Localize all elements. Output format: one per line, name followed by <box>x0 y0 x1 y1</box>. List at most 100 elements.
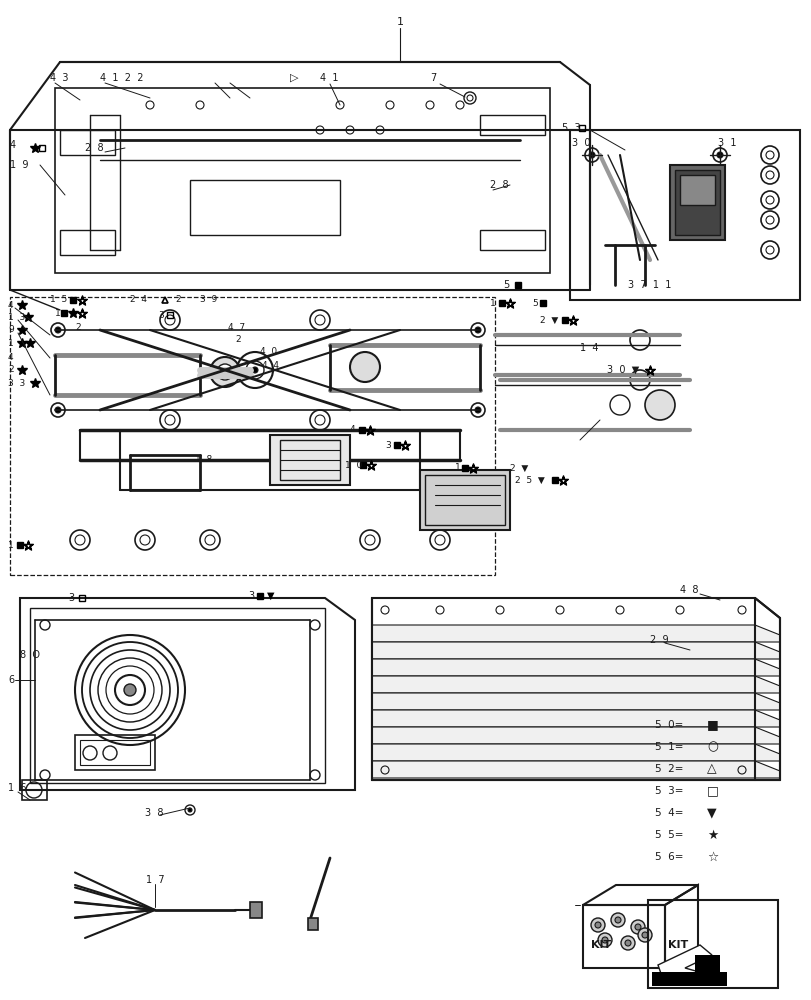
Bar <box>419 470 509 530</box>
Polygon shape <box>371 693 779 710</box>
Text: ☆: ☆ <box>706 850 718 863</box>
Text: 6: 6 <box>8 675 14 685</box>
Bar <box>651 972 726 986</box>
Text: 4: 4 <box>8 300 14 310</box>
Text: 1: 1 <box>454 464 460 473</box>
Text: 3  0: 3 0 <box>571 138 590 148</box>
Circle shape <box>610 913 624 927</box>
Text: 1: 1 <box>55 308 61 318</box>
Circle shape <box>588 152 594 158</box>
Bar <box>479 230 544 250</box>
Circle shape <box>642 932 647 938</box>
Text: 3  3: 3 3 <box>8 378 25 387</box>
Circle shape <box>765 171 773 179</box>
Text: □: □ <box>706 784 718 797</box>
Circle shape <box>601 937 607 943</box>
Text: 5  1=: 5 1= <box>654 742 683 752</box>
Circle shape <box>55 327 61 333</box>
Text: 1: 1 <box>489 298 496 308</box>
Text: 2  4: 2 4 <box>130 296 147 304</box>
Text: 4  1: 4 1 <box>320 73 338 83</box>
Circle shape <box>217 364 233 380</box>
Polygon shape <box>371 659 779 676</box>
Bar <box>75 735 155 770</box>
Text: 5  2=: 5 2= <box>654 764 683 774</box>
Text: 3: 3 <box>384 440 390 450</box>
Text: ★: ★ <box>706 828 718 841</box>
Text: 4  8: 4 8 <box>679 585 697 595</box>
Text: 1  3: 1 3 <box>8 312 25 322</box>
Bar <box>679 175 714 205</box>
Text: 4  3: 4 3 <box>50 73 68 83</box>
Bar <box>270 435 350 485</box>
Bar <box>280 440 340 480</box>
Text: 1: 1 <box>8 338 14 348</box>
Polygon shape <box>371 727 779 744</box>
Bar <box>674 170 719 235</box>
Circle shape <box>716 152 722 158</box>
Bar <box>60 230 115 255</box>
Text: 2  5  ▼: 2 5 ▼ <box>514 476 544 485</box>
Text: ▼: ▼ <box>706 806 716 819</box>
Polygon shape <box>657 945 711 985</box>
Bar <box>569 130 799 300</box>
Circle shape <box>55 407 61 413</box>
Text: 3  1: 3 1 <box>717 138 736 148</box>
Text: 2  ▼: 2 ▼ <box>509 464 528 473</box>
Circle shape <box>124 684 135 696</box>
Text: ○: ○ <box>706 740 717 754</box>
Text: 2  8: 2 8 <box>85 143 104 153</box>
Circle shape <box>682 215 692 225</box>
Text: 2: 2 <box>175 296 180 304</box>
Text: 9: 9 <box>8 326 14 334</box>
Circle shape <box>188 808 191 812</box>
Text: 3: 3 <box>68 593 74 603</box>
Bar <box>307 918 318 930</box>
Bar <box>22 780 47 800</box>
Text: 7: 7 <box>430 73 436 83</box>
Text: 1  4: 1 4 <box>579 343 598 353</box>
Circle shape <box>765 246 773 254</box>
Text: 3  9: 3 9 <box>200 296 217 304</box>
Bar <box>10 297 495 575</box>
Text: 4  0: 4 0 <box>260 348 277 357</box>
Text: △: △ <box>706 762 716 776</box>
Text: 4: 4 <box>350 426 355 434</box>
Circle shape <box>694 215 704 225</box>
Text: 2  8: 2 8 <box>489 180 508 190</box>
Text: 1  6: 1 6 <box>8 783 27 793</box>
Text: KIT: KIT <box>590 940 611 950</box>
Polygon shape <box>371 710 779 727</box>
Bar <box>479 115 544 135</box>
Circle shape <box>210 357 240 387</box>
Text: 3  0  ▼: 3 0 ▼ <box>607 365 638 375</box>
Bar <box>80 740 150 765</box>
Circle shape <box>597 933 611 947</box>
Circle shape <box>350 352 380 382</box>
Circle shape <box>765 216 773 224</box>
Text: 1  9: 1 9 <box>10 160 28 170</box>
Text: 1  0: 1 0 <box>345 460 362 470</box>
Text: 2  9: 2 9 <box>649 635 667 645</box>
Text: 5  4=: 5 4= <box>654 808 683 818</box>
Circle shape <box>630 920 644 934</box>
Bar <box>647 900 777 988</box>
Text: 4  1  2  2: 4 1 2 2 <box>100 73 144 83</box>
Bar <box>694 955 719 977</box>
Text: 1: 1 <box>8 540 14 550</box>
Text: 5  6=: 5 6= <box>654 852 683 862</box>
Circle shape <box>474 407 480 413</box>
Text: 1: 1 <box>396 17 403 27</box>
Text: 3: 3 <box>247 591 254 601</box>
Text: 4: 4 <box>8 354 14 362</box>
Text: 5  3=: 5 3= <box>654 786 683 796</box>
Text: 1  7: 1 7 <box>145 875 164 885</box>
Polygon shape <box>371 676 779 693</box>
Circle shape <box>474 327 480 333</box>
Text: 5  0=: 5 0= <box>654 720 683 730</box>
Text: 2  ▼: 2 ▼ <box>539 316 558 324</box>
Text: KIT: KIT <box>667 940 688 950</box>
Text: 3  8: 3 8 <box>145 808 163 818</box>
Polygon shape <box>371 761 779 778</box>
Text: 8  O: 8 O <box>20 650 40 660</box>
